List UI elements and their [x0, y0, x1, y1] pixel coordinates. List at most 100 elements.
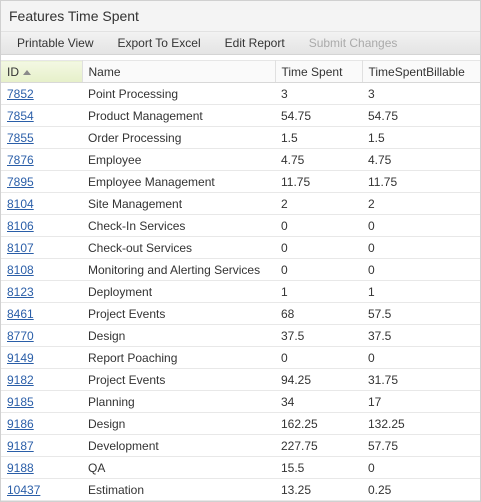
id-link[interactable]: 9149	[7, 350, 34, 365]
cell-text: Design	[88, 416, 126, 431]
table-cell: 68	[275, 302, 362, 325]
cell-text: 13.25	[281, 482, 312, 497]
cell-text: Estimation	[88, 482, 145, 497]
cell-text: 0	[281, 350, 288, 365]
cell-text: 1.5	[368, 130, 385, 145]
table-cell: 54.75	[275, 104, 362, 127]
cell-text: 34	[281, 394, 295, 409]
id-link[interactable]: 8123	[7, 284, 34, 299]
table-cell: 37.5	[362, 324, 480, 347]
toolbar-button[interactable]: Edit Report	[224, 36, 285, 50]
cell-text: Order Processing	[88, 130, 182, 145]
id-link[interactable]: 8770	[7, 328, 34, 343]
id-link[interactable]: 9188	[7, 460, 34, 475]
table-cell: 0	[275, 346, 362, 369]
id-link[interactable]: 7876	[7, 152, 34, 167]
table-cell: 54.75	[362, 104, 480, 127]
toolbar-button[interactable]: Printable View	[17, 36, 94, 50]
table-cell: 162.25	[275, 412, 362, 435]
id-link[interactable]: 9185	[7, 394, 34, 409]
toolbar-button[interactable]: Export To Excel	[117, 36, 201, 50]
table-row: 8104 Site Management 2 2	[1, 192, 480, 215]
id-link[interactable]: 7854	[7, 108, 34, 123]
cell-text: Employee	[88, 152, 142, 167]
id-link[interactable]: 8106	[7, 218, 34, 233]
column-header[interactable]: ID	[1, 60, 83, 83]
column-header-text: ID	[7, 64, 19, 79]
table-cell: Product Management	[82, 104, 275, 127]
cell-text: 0	[281, 218, 288, 233]
table-cell: 34	[275, 390, 362, 413]
table-cell: 227.75	[275, 434, 362, 457]
cell-text: 15.5	[281, 460, 305, 475]
id-link[interactable]: 8461	[7, 306, 34, 321]
table-cell: 0	[362, 456, 480, 479]
table-cell: Development	[82, 434, 275, 457]
table-cell: 1.5	[275, 126, 362, 149]
table-cell: 11.75	[362, 170, 480, 193]
id-link[interactable]: 10437	[7, 482, 41, 497]
cell-text: QA	[88, 460, 106, 475]
id-link[interactable]: 9182	[7, 372, 34, 387]
table-cell: Design	[82, 324, 275, 347]
id-link[interactable]: 9186	[7, 416, 34, 431]
table-cell: Deployment	[82, 280, 275, 303]
table-cell: 1	[362, 280, 480, 303]
table-row: 8108 Monitoring and Alerting Services 0 0	[1, 258, 480, 281]
table-cell: 31.75	[362, 368, 480, 391]
cell-text: 37.5	[368, 328, 392, 343]
table-cell: 1.5	[362, 126, 480, 149]
table-row: 7876 Employee 4.75 4.75	[1, 148, 480, 171]
table-cell: 4.75	[362, 148, 480, 171]
id-link[interactable]: 9187	[7, 438, 34, 453]
cell-text: 227.75	[281, 438, 318, 453]
cell-text: Planning	[88, 394, 135, 409]
cell-text: Employee Management	[88, 174, 215, 189]
table-cell: Report Poaching	[82, 346, 275, 369]
cell-text: 0	[368, 460, 375, 475]
table-cell: 0	[275, 214, 362, 237]
cell-text: 4.75	[281, 152, 305, 167]
cell-text: Check-out Services	[88, 240, 193, 255]
id-link[interactable]: 8107	[7, 240, 34, 255]
table-cell: 11.75	[275, 170, 362, 193]
table-row: 8770 Design 37.5 37.5	[1, 324, 480, 347]
table-cell: 7876	[1, 148, 82, 171]
id-link[interactable]: 7895	[7, 174, 34, 189]
table-cell: 9149	[1, 346, 82, 369]
table-cell: 9185	[1, 390, 82, 413]
table-cell: 9182	[1, 368, 82, 391]
table-cell: 10437	[1, 478, 82, 501]
table-cell: Project Events	[82, 368, 275, 391]
panel-title: Features Time Spent	[1, 1, 480, 32]
id-link[interactable]: 8108	[7, 262, 34, 277]
table-cell: 0	[362, 258, 480, 281]
table-cell: Point Processing	[82, 82, 275, 105]
column-header[interactable]: TimeSpentBillable	[362, 60, 480, 83]
table-cell: Employee Management	[82, 170, 275, 193]
table-cell: Employee	[82, 148, 275, 171]
id-link[interactable]: 7855	[7, 130, 34, 145]
table-cell: 8107	[1, 236, 82, 259]
cell-text: Design	[88, 328, 126, 343]
cell-text: 37.5	[281, 328, 305, 343]
table-cell: 57.5	[362, 302, 480, 325]
id-link[interactable]: 7852	[7, 86, 34, 101]
table-cell: 8106	[1, 214, 82, 237]
cell-text: 31.75	[368, 372, 399, 387]
cell-text: 11.75	[281, 174, 311, 189]
toolbar: Printable View Export To Excel Edit Report…	[1, 32, 480, 55]
cell-text: 17	[368, 394, 382, 409]
cell-text: Site Management	[88, 196, 183, 211]
table-cell: 8108	[1, 258, 82, 281]
id-link[interactable]: 8104	[7, 196, 34, 211]
cell-text: 11.75	[368, 174, 398, 189]
column-header[interactable]: Name	[82, 60, 276, 83]
cell-text: Product Management	[88, 108, 203, 123]
table-cell: Monitoring and Alerting Services	[82, 258, 275, 281]
table-row: 9187 Development 227.75 57.75	[1, 434, 480, 457]
column-header[interactable]: Time Spent	[275, 60, 363, 83]
cell-text: Development	[88, 438, 159, 453]
